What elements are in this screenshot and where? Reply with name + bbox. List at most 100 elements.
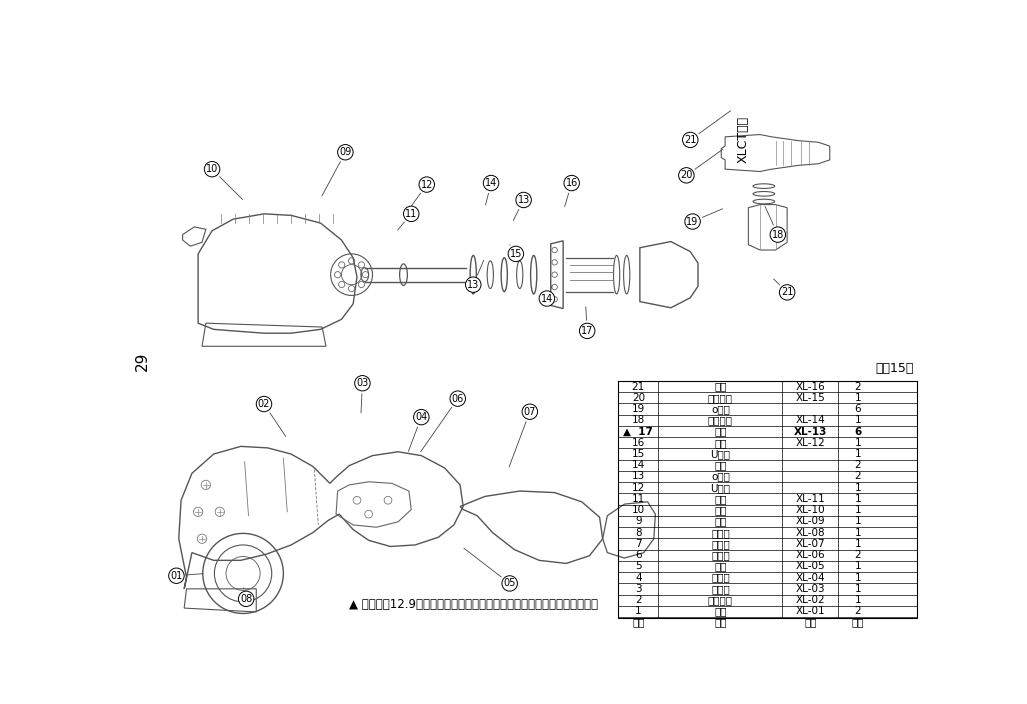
Text: 活塞: 活塞 xyxy=(714,494,727,504)
Text: 21: 21 xyxy=(632,382,645,391)
Text: 01: 01 xyxy=(170,571,183,581)
Circle shape xyxy=(404,206,419,222)
Text: 29: 29 xyxy=(135,352,150,372)
Bar xyxy=(618,381,917,618)
Text: 07: 07 xyxy=(524,407,536,417)
Text: 20: 20 xyxy=(632,393,645,403)
Text: 05: 05 xyxy=(503,579,516,589)
Text: XL-02: XL-02 xyxy=(796,595,825,605)
Circle shape xyxy=(484,175,499,191)
Circle shape xyxy=(579,323,595,339)
Text: U型圈: U型圈 xyxy=(711,483,730,493)
Text: 4: 4 xyxy=(635,572,642,583)
Text: 6: 6 xyxy=(854,404,861,414)
Text: 14: 14 xyxy=(632,460,645,470)
Text: 2: 2 xyxy=(635,595,642,605)
Text: 2: 2 xyxy=(854,606,861,617)
Text: 13: 13 xyxy=(632,472,645,482)
Text: 1: 1 xyxy=(854,393,861,403)
Text: 墙板: 墙板 xyxy=(714,606,727,617)
Text: o型圈: o型圈 xyxy=(711,404,730,414)
Text: 1: 1 xyxy=(854,438,861,448)
Circle shape xyxy=(502,576,518,591)
Text: 1: 1 xyxy=(854,494,861,504)
Text: 1: 1 xyxy=(854,595,861,605)
Text: XL-07: XL-07 xyxy=(796,539,825,549)
Text: XL-06: XL-06 xyxy=(796,551,825,560)
Text: ▲  17: ▲ 17 xyxy=(623,427,653,436)
Text: 钩头: 钩头 xyxy=(714,505,727,515)
Text: XL-11: XL-11 xyxy=(796,494,826,504)
Text: 16: 16 xyxy=(566,178,578,188)
Text: 1: 1 xyxy=(854,539,861,549)
Circle shape xyxy=(508,246,524,262)
Text: 09: 09 xyxy=(339,147,351,157)
Text: 12: 12 xyxy=(421,180,433,189)
Text: 5: 5 xyxy=(635,561,642,572)
Circle shape xyxy=(419,177,434,192)
Text: XL-05: XL-05 xyxy=(796,561,825,572)
Text: 1: 1 xyxy=(854,528,861,538)
Text: XL-01: XL-01 xyxy=(796,606,825,617)
Text: 08: 08 xyxy=(240,594,253,604)
Text: 小棘爪: 小棘爪 xyxy=(711,572,730,583)
Circle shape xyxy=(564,175,579,191)
Text: 13: 13 xyxy=(518,195,530,205)
Text: 3: 3 xyxy=(635,584,642,594)
Text: 14: 14 xyxy=(485,178,497,188)
Text: XL-12: XL-12 xyxy=(796,438,826,448)
Text: o型圈: o型圈 xyxy=(711,472,730,482)
Text: 11: 11 xyxy=(632,494,645,504)
Circle shape xyxy=(683,132,698,148)
Text: 编号: 编号 xyxy=(804,617,816,628)
Circle shape xyxy=(685,214,700,230)
Text: 1: 1 xyxy=(854,505,861,515)
Text: 15: 15 xyxy=(509,249,522,259)
Text: XL-03: XL-03 xyxy=(796,584,825,594)
Circle shape xyxy=(168,568,184,584)
Text: 9: 9 xyxy=(635,517,642,527)
Text: U型圈: U型圈 xyxy=(711,449,730,459)
Text: 13: 13 xyxy=(467,279,480,289)
Circle shape xyxy=(204,161,220,177)
Text: 6: 6 xyxy=(635,551,642,560)
Text: 14: 14 xyxy=(541,294,553,303)
Text: 止退棘爪: 止退棘爪 xyxy=(708,595,733,605)
Circle shape xyxy=(338,144,353,160)
Text: 06: 06 xyxy=(452,394,464,403)
Text: 6: 6 xyxy=(854,427,862,436)
Text: 21: 21 xyxy=(684,135,696,145)
Text: 大棘爪: 大棘爪 xyxy=(711,584,730,594)
Text: 图（15）: 图（15） xyxy=(875,362,913,375)
Text: 1: 1 xyxy=(854,584,861,594)
Text: 螺钉: 螺钉 xyxy=(714,427,727,436)
Text: XL-14: XL-14 xyxy=(796,415,826,425)
Text: 7: 7 xyxy=(635,539,642,549)
Circle shape xyxy=(679,168,694,183)
Text: XL-13: XL-13 xyxy=(794,427,827,436)
Text: 2: 2 xyxy=(854,382,861,391)
Text: 21: 21 xyxy=(781,287,793,297)
Text: 1: 1 xyxy=(854,561,861,572)
Text: 1: 1 xyxy=(854,517,861,527)
Circle shape xyxy=(516,192,531,208)
Text: 2: 2 xyxy=(854,460,861,470)
Text: XL-15: XL-15 xyxy=(796,393,826,403)
Text: 卡簧: 卡簧 xyxy=(714,382,727,391)
Text: 18: 18 xyxy=(771,230,784,239)
Circle shape xyxy=(354,375,370,391)
Text: XL-09: XL-09 xyxy=(796,517,825,527)
Text: 驱动板: 驱动板 xyxy=(711,551,730,560)
Text: 1: 1 xyxy=(854,572,861,583)
Text: 04: 04 xyxy=(415,412,427,422)
Text: 2: 2 xyxy=(854,472,861,482)
Text: 数量: 数量 xyxy=(851,617,864,628)
Text: 反力背: 反力背 xyxy=(711,539,730,549)
Text: 缸带: 缸带 xyxy=(714,438,727,448)
Text: 2: 2 xyxy=(854,551,861,560)
Text: XL-04: XL-04 xyxy=(796,572,825,583)
Text: 序号: 序号 xyxy=(632,617,645,628)
Text: 1: 1 xyxy=(854,415,861,425)
Text: XL-16: XL-16 xyxy=(796,382,826,391)
Text: 旋转接头: 旋转接头 xyxy=(708,415,733,425)
